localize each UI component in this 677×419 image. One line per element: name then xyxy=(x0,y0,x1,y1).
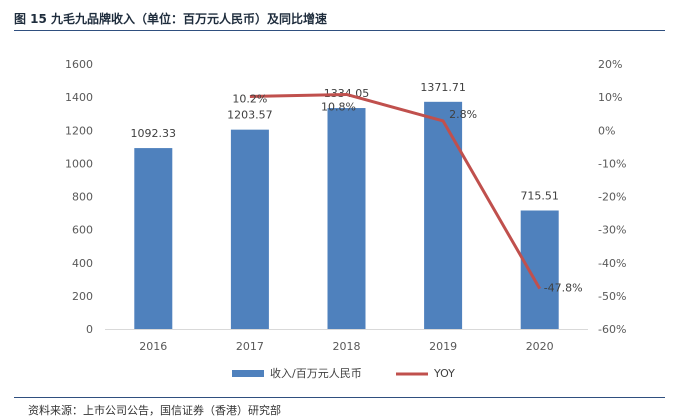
y-tick-label: 1600 xyxy=(65,58,93,71)
footer-rule xyxy=(14,397,665,398)
yoy-value-label: 10.8% xyxy=(321,100,356,113)
y-tick-label: 1400 xyxy=(65,91,93,104)
bar-2020 xyxy=(520,210,559,329)
y2-tick-label: -50% xyxy=(598,290,626,303)
x-tick-label: 2020 xyxy=(526,340,554,353)
bar-value-label: 715.51 xyxy=(520,189,559,202)
x-tick-label: 2018 xyxy=(333,340,361,353)
bar-value-label: 1371.71 xyxy=(420,81,466,94)
yoy-value-label: -47.8% xyxy=(544,282,583,295)
y2-tick-label: -30% xyxy=(598,224,626,237)
y2-tick-label: -20% xyxy=(598,191,626,204)
y2-tick-label: 20% xyxy=(598,58,622,71)
bar-value-label: 1092.33 xyxy=(131,127,177,140)
y-tick-label: 800 xyxy=(72,191,93,204)
y2-tick-label: -60% xyxy=(598,323,626,336)
y-tick-label: 0 xyxy=(86,323,93,336)
yoy-value-label: 2.8% xyxy=(449,108,477,121)
bar-2019 xyxy=(424,101,463,329)
legend-bar-label: 收入/百万元人民币 xyxy=(270,366,362,380)
bar-value-label: 1203.57 xyxy=(227,109,273,122)
yoy-line xyxy=(249,92,541,290)
y-tick-label: 600 xyxy=(72,224,93,237)
legend-line-label: YOY xyxy=(433,367,455,380)
figure-header: 图 15 九毛九品牌收入（单位：百万元人民币）及同比增速 xyxy=(14,8,665,30)
x-tick-label: 2019 xyxy=(429,340,457,353)
bar-2017 xyxy=(230,129,269,329)
y2-tick-label: -10% xyxy=(598,157,626,170)
y-tick-label: 400 xyxy=(72,257,93,270)
legend-bar-swatch xyxy=(232,370,264,377)
header-rule xyxy=(14,30,665,31)
y2-tick-label: -40% xyxy=(598,257,626,270)
figure-title: 图 15 九毛九品牌收入（单位：百万元人民币）及同比增速 xyxy=(14,12,328,26)
y2-tick-label: 0% xyxy=(598,124,615,137)
x-tick-label: 2016 xyxy=(139,340,167,353)
y-tick-label: 200 xyxy=(72,290,93,303)
y-tick-label: 1000 xyxy=(65,157,93,170)
bar-2018 xyxy=(327,108,366,329)
y2-tick-label: 10% xyxy=(598,91,622,104)
x-tick-label: 2017 xyxy=(236,340,264,353)
source-note: 资料来源：上市公司公告，国信证券（香港）研究部 xyxy=(28,404,281,417)
y-tick-label: 1200 xyxy=(65,124,93,137)
bar-2016 xyxy=(134,148,173,329)
yoy-value-label: 10.2% xyxy=(232,92,267,105)
